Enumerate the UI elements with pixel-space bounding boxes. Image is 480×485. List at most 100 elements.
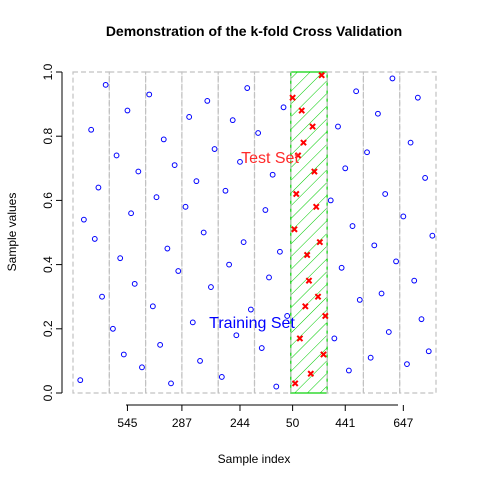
training-point (404, 361, 410, 368)
training-point (425, 348, 432, 355)
training-point (149, 303, 156, 310)
test-point (291, 225, 298, 233)
training-point (110, 325, 116, 332)
y-tick-label: 0.8 (41, 128, 55, 145)
axes-layer: 0.0 0.2 0.4 0.6 0.8 1.0 545 287 244 50 441 647 (41, 63, 414, 430)
training-point (131, 280, 138, 287)
training-point (258, 345, 265, 351)
fold-box (145, 71, 183, 394)
test-point (321, 312, 329, 320)
training-point (171, 162, 178, 168)
y-tick-label: 0.0 (41, 384, 55, 401)
training-point (371, 242, 378, 249)
training-point (160, 136, 167, 143)
training-point (422, 175, 429, 181)
training-point (189, 319, 196, 326)
training-point (124, 107, 131, 114)
test-set-annotation: Test Set (241, 150, 299, 167)
test-point (318, 71, 325, 79)
training-point (255, 130, 262, 136)
training-point (414, 94, 421, 101)
training-point (117, 255, 124, 262)
training-point (266, 274, 272, 281)
training-point (407, 139, 414, 146)
training-point (385, 329, 392, 335)
training-point (335, 123, 341, 130)
test-point (294, 152, 302, 159)
test-point (320, 351, 327, 358)
x-tick-label: 441 (335, 416, 355, 430)
test-point (307, 370, 315, 378)
training-point (88, 126, 95, 133)
training-point (353, 88, 360, 95)
x-axis-label: Sample index (218, 452, 291, 466)
y-axis-label: Sample values (5, 193, 19, 272)
training-point (193, 178, 200, 185)
training-point (153, 194, 160, 201)
training-point (240, 239, 247, 246)
fold-layer (72, 71, 437, 394)
training-point (269, 171, 276, 178)
fold-box (72, 71, 110, 394)
training-point (229, 117, 236, 124)
training-point (244, 85, 251, 91)
training-point (222, 187, 229, 194)
fold-box (326, 71, 365, 394)
training-point (77, 377, 84, 384)
test-point (309, 123, 316, 130)
training-point (375, 110, 381, 117)
training-point (349, 223, 356, 229)
training-point (218, 374, 225, 380)
training-point (175, 268, 182, 274)
training-point (327, 197, 334, 204)
training-point (80, 216, 87, 223)
training-point (237, 158, 243, 165)
test-point (305, 277, 313, 284)
test-point (300, 139, 307, 146)
training-point (120, 351, 127, 358)
training-point (356, 297, 363, 303)
test-fold-hatch (290, 72, 328, 393)
training-point (418, 316, 425, 323)
training-point (345, 367, 352, 374)
training-point (146, 91, 153, 98)
y-tick-label: 0.6 (41, 192, 55, 209)
training-point (411, 277, 418, 284)
test-point (302, 303, 309, 310)
training-point (389, 75, 396, 82)
training-point (226, 261, 232, 268)
training-point (277, 248, 283, 255)
training-point (95, 184, 102, 191)
training-point (135, 168, 142, 175)
x-tick-label: 287 (172, 416, 192, 430)
test-point (296, 335, 304, 342)
training-point (91, 236, 98, 242)
test-point (289, 94, 296, 101)
chart-title: Demonstration of the k-fold Cross Valida… (106, 23, 402, 39)
training-point (378, 290, 385, 297)
training-point (429, 232, 436, 239)
test-point (312, 203, 320, 211)
test-point (292, 190, 300, 198)
fold-box (181, 71, 219, 394)
training-point (211, 146, 218, 152)
training-set-annotation: Training Set (209, 315, 295, 332)
training-point (102, 81, 109, 88)
training-point (338, 264, 345, 271)
x-tick-label: 244 (230, 416, 250, 430)
training-point (99, 293, 105, 300)
training-point (204, 97, 211, 104)
training-point (128, 210, 134, 217)
fold-box (108, 71, 147, 394)
y-tick-label: 0.2 (41, 320, 55, 337)
training-point (113, 152, 120, 159)
fold-box (399, 71, 437, 394)
fold-box (362, 71, 401, 394)
training-point (157, 341, 164, 348)
points-layer (77, 71, 436, 390)
training-point (382, 191, 389, 197)
training-point (208, 284, 214, 290)
test-point (314, 293, 322, 301)
training-point (164, 245, 171, 252)
